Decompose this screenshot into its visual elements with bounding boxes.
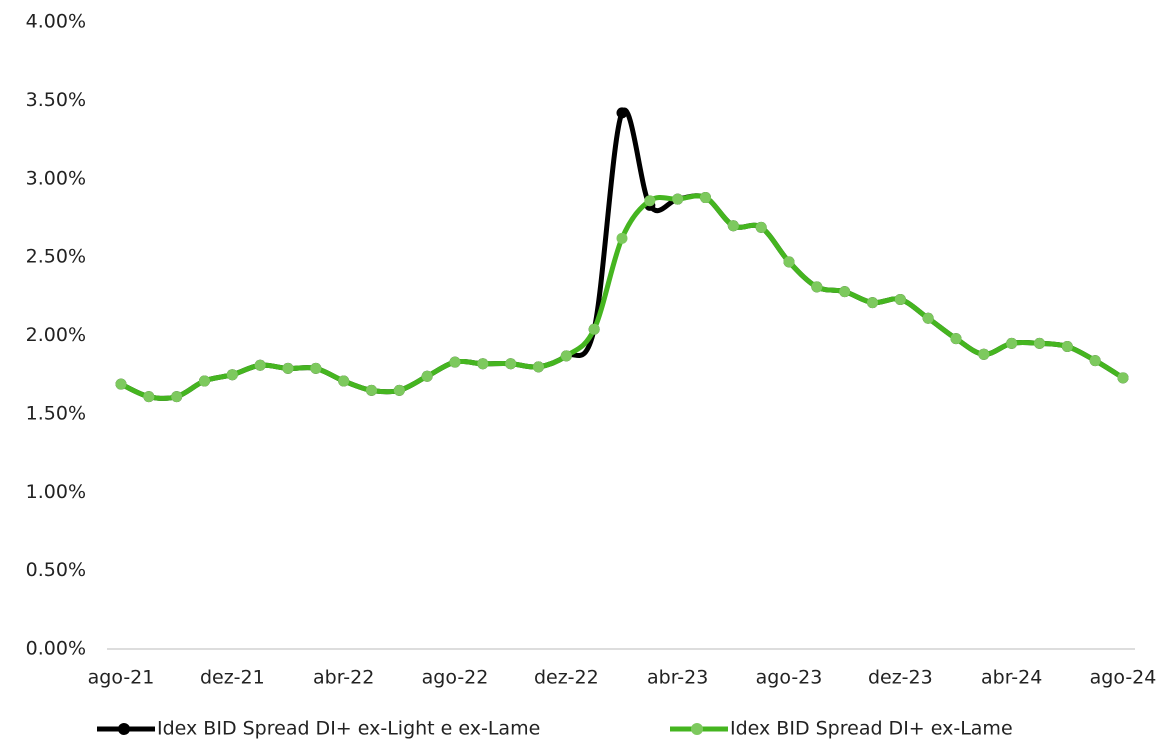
series-line [119,193,1125,401]
marker [616,232,628,244]
x-tick-label: abr-23 [647,667,708,689]
x-tick-label: dez-22 [534,667,599,689]
marker [282,362,294,374]
marker [310,362,322,374]
y-tick-label: 0.00% [26,638,86,660]
marker [1034,337,1045,349]
marker [867,297,878,309]
marker [644,195,656,207]
marker [533,361,544,373]
x-tick-label: ago-24 [1090,667,1157,689]
marker [171,391,183,403]
marker [783,256,795,268]
marker [978,348,990,360]
legend-label: Idex BID Spread DI+ ex-Light e ex-Lame [157,718,540,740]
legend-marker [691,723,703,735]
marker [421,370,433,382]
x-tick-label: ago-21 [88,667,155,689]
y-tick-label: 1.50% [26,402,86,424]
marker [115,378,127,390]
marker [449,356,461,368]
marker [199,375,210,387]
y-tick-label: 4.00% [26,11,86,33]
y-tick-label: 2.00% [26,324,86,346]
y-tick-label: 2.50% [26,246,86,268]
marker [393,384,405,396]
series-line [119,107,1125,401]
marker [922,312,934,324]
marker [700,192,711,204]
marker [894,293,906,305]
marker [1061,340,1073,352]
marker [672,193,684,205]
x-tick-label: ago-22 [422,667,489,689]
marker [366,384,377,396]
marker [143,391,155,403]
x-tick-label: dez-23 [868,667,933,689]
marker [338,375,350,387]
y-tick-label: 1.00% [26,481,86,503]
marker [588,323,600,335]
marker [1006,337,1018,349]
marker [226,369,238,381]
marker [560,350,572,362]
marker [1117,372,1129,384]
y-tick-label: 0.50% [26,559,86,581]
marker [254,359,266,371]
marker [839,286,851,298]
x-tick-label: abr-22 [313,667,374,689]
x-tick-label: ago-23 [756,667,823,689]
x-tick-label: abr-24 [981,667,1042,689]
y-tick-label: 3.50% [26,89,86,111]
marker [811,281,823,293]
legend-label: Idex BID Spread DI+ ex-Lame [730,718,1013,740]
marker [950,333,962,345]
y-tick-label: 3.00% [26,167,86,189]
marker [1089,355,1101,367]
marker [755,221,767,233]
marker [477,358,489,370]
marker [727,220,739,232]
marker [616,107,628,119]
marker [505,358,517,370]
x-tick-label: dez-21 [200,667,265,689]
legend-marker [118,723,130,735]
